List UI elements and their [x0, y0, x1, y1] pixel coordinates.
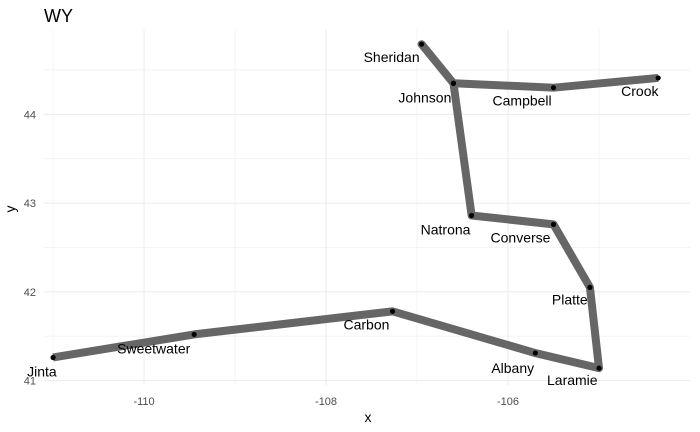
route-point-9: [418, 41, 425, 47]
chart-title: WY: [44, 6, 73, 26]
point-label-natrona: Natrona: [421, 221, 471, 237]
point-label-jinta: Jinta: [27, 363, 57, 379]
label-layer: Jinta Sweetwater Carbon Albany Laramie Platte…: [27, 49, 659, 388]
y-tick-label-2: 43: [24, 198, 36, 210]
point-label-carbon: Carbon: [343, 316, 389, 332]
route-point-4: [596, 365, 602, 371]
point-label-sheridan: Sheridan: [364, 49, 420, 65]
y-tick-label-1: 42: [24, 287, 36, 299]
point-label-platte: Platte: [552, 291, 588, 307]
point-label-sweetwater: Sweetwater: [117, 340, 190, 356]
point-layer: [50, 41, 661, 371]
y-tick-label-3: 44: [24, 109, 36, 121]
point-label-converse: Converse: [491, 229, 551, 245]
route-point-6: [550, 221, 557, 227]
route-point-1: [191, 331, 197, 338]
route-point-7: [469, 212, 475, 219]
x-tick-label-2: -106: [497, 396, 519, 408]
point-label-laramie: Laramie: [547, 372, 598, 388]
x-tick-label-0: -110: [133, 396, 154, 408]
point-label-johnson: Johnson: [398, 89, 451, 105]
point-label-campbell: Campbell: [493, 93, 552, 109]
y-tick-label-0: 41: [24, 376, 36, 388]
x-tick-label-1: -108: [315, 396, 337, 408]
route-point-2: [389, 308, 396, 314]
point-label-albany: Albany: [491, 360, 534, 376]
route-point-10: [450, 80, 457, 86]
x-axis-title: x: [365, 409, 372, 425]
route-point-3: [532, 350, 538, 356]
grid-layer: [44, 30, 690, 385]
axis-layer: -110 -108 -106 41 42 43 44: [24, 109, 519, 408]
route-point-5: [587, 284, 593, 290]
y-axis-title: y: [2, 206, 18, 213]
route-point-12: [655, 75, 661, 81]
route-point-11: [550, 85, 557, 91]
point-label-crook: Crook: [621, 83, 659, 99]
route-point-0: [50, 354, 56, 361]
